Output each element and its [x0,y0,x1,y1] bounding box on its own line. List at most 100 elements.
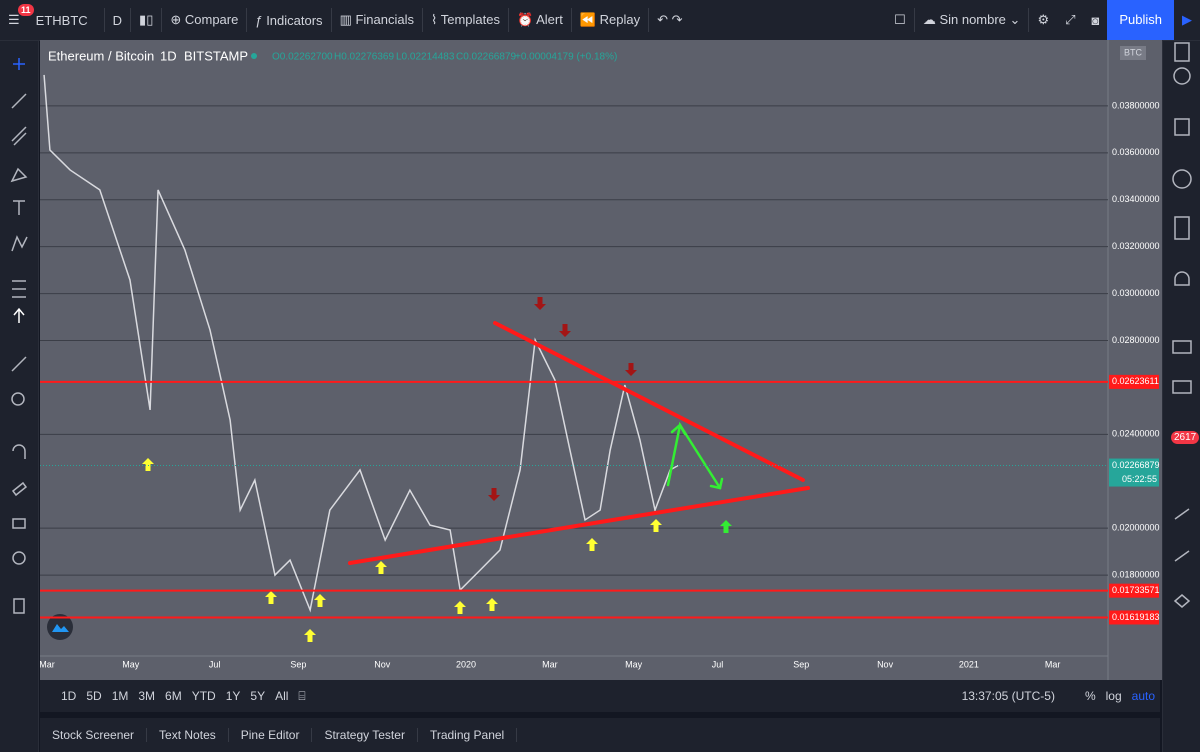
projection-arrowheads [670,423,724,490]
price-axis [1108,40,1162,680]
log-toggle[interactable]: log [1105,689,1122,703]
panel-tab[interactable]: Text Notes [147,728,229,742]
side-tools [1172,42,1192,608]
drawings [348,321,810,565]
status-dot [251,53,257,59]
y-tick-label: 0.02800000 [1112,335,1160,345]
x-tick-label: Sep [793,659,809,669]
ohlc-high: H0.02276369 [334,52,394,63]
up-arrow [304,629,316,642]
side-toolbar: 2617 [1162,41,1200,752]
chart-type[interactable]: ▮▯ [139,12,154,27]
ohlc-low: L0.02214483 [396,52,455,63]
fullscreen-toggle[interactable]: ☐ [894,12,906,27]
templates[interactable]: ⌇ Templates [431,12,500,27]
percent-toggle[interactable]: % [1084,689,1096,703]
series [43,74,679,613]
financials-label: Financials [355,12,414,27]
notification-badge: 11 [18,4,34,16]
up-arrow [265,591,277,604]
compare-label: Compare [184,12,239,27]
panel-tab[interactable]: Strategy Tester [312,728,418,742]
side-badge: 2617 [1171,431,1200,444]
y-tick-label: 0.03800000 [1112,100,1160,110]
change: +0.00004179 (+0.18%) [515,52,617,63]
currency: BTC [1124,47,1143,57]
y-tick-label: 0.03400000 [1112,194,1160,204]
publish-button[interactable]: Publish [1107,0,1174,40]
down-arrow [534,297,546,310]
up-arrow [650,519,662,532]
indicators-label: Indicators [266,12,323,28]
x-tick-label: Mar [40,659,55,669]
alert[interactable]: ⏰ Alert [516,12,563,27]
price-label-box [1109,610,1159,625]
panel-tab[interactable]: Stock Screener [40,728,148,742]
chart-interval: 1D [160,48,177,63]
panel-tab[interactable]: Pine Editor [229,728,313,742]
bottom-tabs: Stock Screener Text Notes Pine Editor Strat… [40,718,1160,752]
y-tick-label: 0.02400000 [1112,429,1160,439]
plot-background [40,40,1108,680]
range-button[interactable]: 6M [165,689,182,703]
down-arrow [625,363,637,376]
chart-title: Ethereum / Bitcoin [48,48,154,63]
y-tick-label: 0.03200000 [1112,241,1160,251]
price-label: 0.01733571 [1112,585,1160,595]
interval[interactable]: D [112,12,123,28]
undo[interactable]: ↶ ↷ [657,12,683,27]
y-tick-label: 0.02000000 [1112,523,1160,533]
support-trendline [348,486,810,565]
price-label: 0.01619183 [1112,612,1160,622]
x-tick-label: Nov [877,659,894,669]
range-button[interactable]: YTD [191,689,216,703]
up-arrow [142,458,154,471]
compare[interactable]: ⊕ Compare [170,12,239,27]
financials[interactable]: ▥ Financials [339,12,414,27]
price-label-box [1109,583,1159,598]
bottom-bar: 1D 5D 1M 3M 6M YTD 1Y 5Y All ⌸ 13:37:05 (UTC-5) … [40,680,1160,712]
auto-toggle[interactable]: auto [1131,689,1155,703]
play[interactable]: ▶ [1182,12,1192,27]
range-button[interactable]: 5D [86,689,102,703]
range-button[interactable]: 3M [138,689,156,703]
symbol[interactable]: ETHBTC [35,12,88,28]
price-line [43,74,679,613]
price-label: 0.02623611 [1112,376,1159,386]
settings[interactable]: ⚙ [1037,12,1050,27]
x-tick-label: May [122,659,140,669]
x-tick-label: 2021 [959,659,979,669]
date-range[interactable]: ⌸ [298,688,306,703]
drawing-tools [10,58,28,614]
ohlc-open: O0.02262700 [272,52,333,63]
drawing-toolbar [0,41,39,752]
range-button[interactable]: 1Y [225,689,241,703]
legend: Ethereum / Bitcoin 1D BITSTAMP O0.022627… [48,48,617,63]
arrows [142,297,732,642]
x-tick-label: Jul [209,659,221,669]
clock: 13:37:05 (UTC-5) [961,689,1055,703]
down-arrow [488,488,500,501]
resistance-trendline [493,321,805,482]
replay[interactable]: ⏪ Replay [579,12,641,27]
x-tick-label: Jul [712,659,724,669]
expand[interactable]: ⤢ [1065,12,1076,27]
indicators[interactable]: ƒ Indicators [255,12,323,28]
range-button[interactable]: 1M [111,689,129,703]
range-buttons: 1D 5D 1M 3M 6M YTD 1Y 5Y All [56,689,293,703]
range-button[interactable]: 5Y [250,689,266,703]
snapshot[interactable]: ◙ [1091,12,1100,28]
menu[interactable]: ☰ 11 [0,4,34,28]
x-tick-label: May [625,659,643,669]
x-tick-label: Mar [542,659,558,669]
templates-label: Templates [440,12,500,27]
layout[interactable]: ☁ Sin nombre ⌄ [922,12,1021,27]
chart: Ethereum / Bitcoin 1D BITSTAMP O0.022627… [40,40,1162,680]
range-button[interactable]: All [275,689,289,703]
currency-box [1120,46,1146,60]
panel-tab[interactable]: Trading Panel [418,728,518,742]
y-tick-label: 0.01800000 [1112,569,1160,579]
range-button[interactable]: 1D [61,689,77,703]
up-arrow [314,594,326,607]
